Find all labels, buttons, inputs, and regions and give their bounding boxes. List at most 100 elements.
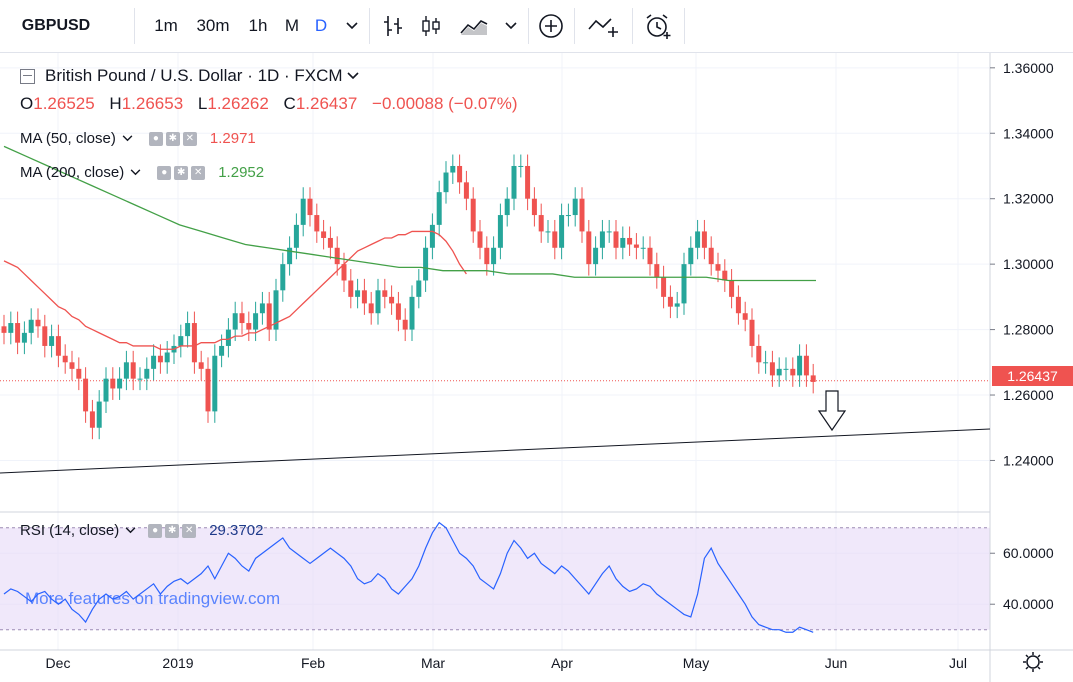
- candle-body: [593, 247, 599, 265]
- candle-chart-style-button[interactable]: [414, 0, 448, 52]
- candle: [613, 219, 619, 260]
- candle-body: [810, 375, 816, 382]
- candle-body: [803, 355, 809, 376]
- ma200-legend[interactable]: MA (200, close) ● ✱ ✕ 1.2952: [20, 164, 264, 181]
- symbol-legend: British Pound / U.S. Dollar · 1D · FXCM: [20, 66, 359, 86]
- time-tick-label: Apr: [551, 655, 573, 671]
- area-chart-style-button[interactable]: [454, 0, 494, 52]
- candle: [103, 367, 109, 414]
- candle-body: [8, 323, 14, 333]
- candle-body: [35, 319, 41, 327]
- toolbar-divider: [574, 8, 575, 44]
- candle: [130, 350, 136, 391]
- candle: [185, 311, 191, 348]
- price-tick-label: 1.26000: [1003, 387, 1054, 403]
- interval-30m-button[interactable]: 30m: [196, 16, 230, 35]
- compare-symbol-button[interactable]: [582, 0, 626, 52]
- candle-body: [402, 319, 408, 330]
- candle-body: [76, 368, 82, 379]
- price-tick-label: 1.30000: [1003, 256, 1054, 272]
- close-icon[interactable]: ✕: [182, 523, 197, 538]
- chevron-down-icon[interactable]: [125, 527, 136, 534]
- interval-month-button[interactable]: M: [284, 16, 300, 35]
- settings-button[interactable]: [1023, 652, 1043, 672]
- candle-body: [151, 355, 157, 369]
- gear-icon: [1026, 655, 1040, 669]
- candle-body: [647, 247, 653, 265]
- chevron-down-icon[interactable]: [130, 169, 141, 176]
- time-tick-label: Feb: [301, 655, 325, 671]
- ma200-label[interactable]: MA (200, close): [20, 164, 125, 181]
- bar-chart-style-button[interactable]: [376, 0, 410, 52]
- candle: [484, 236, 490, 276]
- candle-body: [518, 165, 524, 167]
- rsi-legend[interactable]: RSI (14, close) ● ✱ ✕ 29.3702: [20, 522, 263, 539]
- candle-body: [674, 303, 680, 307]
- candle-body: [620, 237, 626, 248]
- ma50-label[interactable]: MA (50, close): [20, 130, 116, 147]
- chevron-down-icon[interactable]: [347, 72, 359, 80]
- candle: [409, 285, 415, 342]
- candle: [661, 265, 667, 309]
- candle: [640, 236, 646, 260]
- rsi-label[interactable]: RSI (14, close): [20, 522, 120, 539]
- close-icon[interactable]: ✕: [182, 131, 197, 146]
- candle: [28, 308, 34, 345]
- collapse-legend-icon[interactable]: [20, 68, 35, 84]
- candle-body: [144, 368, 150, 379]
- price-chart[interactable]: 1.36000 1.34000 1.32000 1.30000 1.28000 1.260…: [0, 53, 1073, 682]
- candle-body: [341, 264, 347, 281]
- candle-body: [667, 296, 673, 307]
- candle-body: [497, 215, 503, 248]
- eye-icon[interactable]: ●: [157, 165, 172, 180]
- candle: [144, 357, 150, 391]
- symbol-search-button[interactable]: GBPUSD: [21, 17, 91, 34]
- candle-body: [491, 247, 497, 265]
- trend-line[interactable]: [0, 428, 991, 474]
- down-arrow-annotation[interactable]: [817, 390, 847, 432]
- candle: [620, 226, 626, 260]
- candle: [497, 203, 503, 260]
- candle: [470, 187, 476, 243]
- candle-body: [361, 290, 367, 304]
- candle-body: [429, 224, 435, 248]
- interval-1h-button[interactable]: 1h: [248, 16, 268, 35]
- create-alert-button[interactable]: [638, 0, 678, 52]
- candle-body: [273, 290, 279, 330]
- candle: [1, 314, 7, 345]
- candle-body: [293, 224, 299, 248]
- candle: [321, 219, 327, 250]
- close-value: 1.26437: [295, 94, 358, 113]
- gear-icon[interactable]: ✱: [174, 165, 189, 180]
- candle-body: [368, 303, 374, 314]
- eye-icon[interactable]: ●: [148, 523, 163, 538]
- candle: [722, 259, 728, 292]
- ma50-value: 1.2971: [209, 130, 256, 147]
- candle-body: [355, 290, 361, 297]
- add-indicator-button[interactable]: [534, 0, 568, 52]
- interval-day-button[interactable]: D: [314, 16, 328, 35]
- candle-body: [463, 182, 469, 199]
- gear-icon[interactable]: ✱: [165, 131, 180, 146]
- candle: [205, 357, 211, 423]
- gear-icon[interactable]: ✱: [165, 523, 180, 538]
- symbol-title[interactable]: British Pound / U.S. Dollar · 1D · FXCM: [45, 66, 343, 85]
- candle: [633, 233, 639, 260]
- candle: [729, 269, 735, 309]
- time-tick-label: Jul: [949, 655, 967, 671]
- candle-body: [389, 296, 395, 304]
- candle-body: [565, 215, 571, 217]
- candle: [763, 350, 769, 374]
- candle: [552, 219, 558, 260]
- candle-body: [423, 247, 429, 281]
- interval-dropdown-button[interactable]: [338, 0, 366, 52]
- interval-1m-button[interactable]: 1m: [154, 16, 178, 35]
- high-value: 1.26653: [121, 94, 184, 113]
- close-icon[interactable]: ✕: [191, 165, 206, 180]
- chevron-down-icon[interactable]: [122, 135, 133, 142]
- eye-icon[interactable]: ●: [148, 131, 163, 146]
- ma50-legend[interactable]: MA (50, close) ● ✱ ✕ 1.2971: [20, 130, 256, 147]
- tradingview-watermark[interactable]: More features on tradingview.com: [25, 589, 281, 608]
- chevron-down-icon: [346, 22, 358, 30]
- chart-style-dropdown-button[interactable]: [498, 0, 524, 52]
